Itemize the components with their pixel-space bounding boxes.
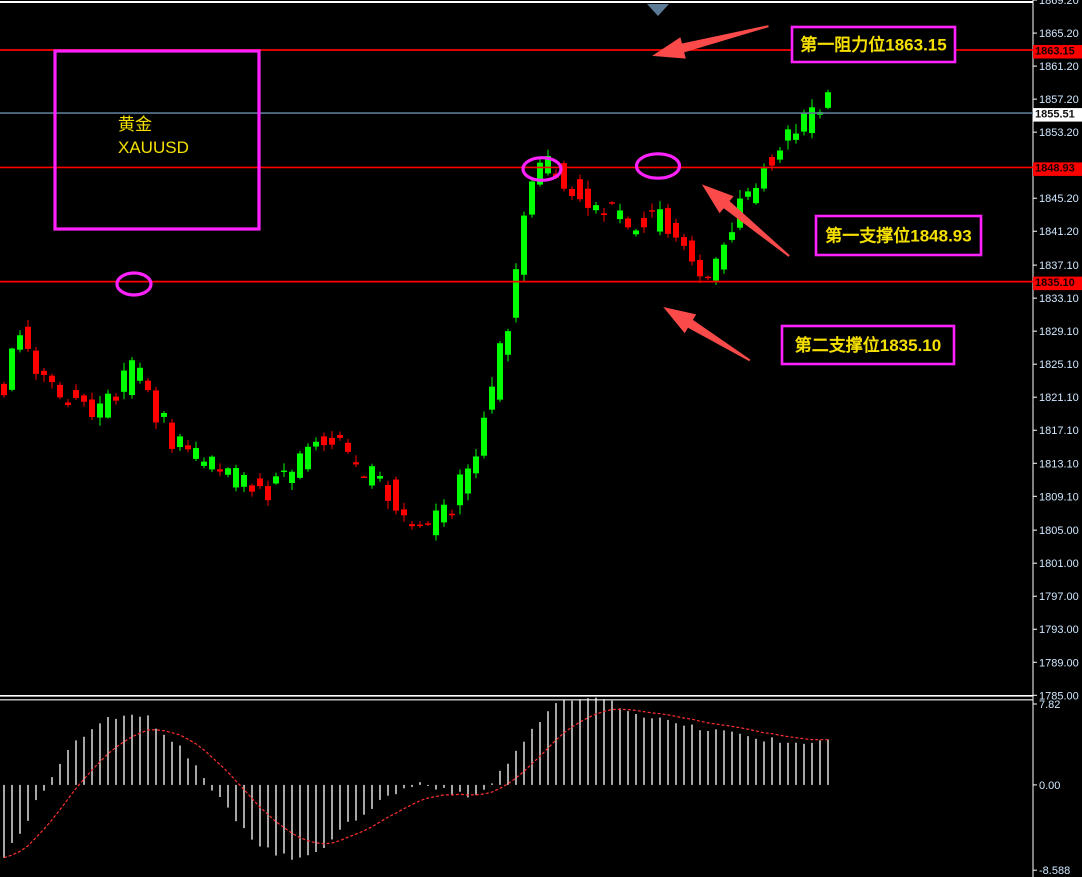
svg-text:1869.20: 1869.20 [1039, 0, 1079, 7]
svg-text:1855.51: 1855.51 [1035, 108, 1075, 120]
svg-text:1853.20: 1853.20 [1039, 127, 1079, 139]
svg-text:1825.10: 1825.10 [1039, 359, 1079, 371]
svg-text:1829.10: 1829.10 [1039, 326, 1079, 338]
svg-text:0.00: 0.00 [1039, 780, 1060, 792]
svg-text:第二支撑位1835.10: 第二支撑位1835.10 [795, 335, 941, 355]
svg-text:1835.10: 1835.10 [1035, 277, 1075, 289]
svg-text:1813.10: 1813.10 [1039, 458, 1079, 470]
svg-text:1793.00: 1793.00 [1039, 624, 1079, 636]
svg-text:1861.20: 1861.20 [1039, 61, 1079, 73]
svg-text:XAUUSD: XAUUSD [118, 138, 189, 157]
svg-text:1837.10: 1837.10 [1039, 260, 1079, 272]
svg-text:1833.10: 1833.10 [1039, 293, 1079, 305]
svg-text:1797.00: 1797.00 [1039, 591, 1079, 603]
svg-text:黄金: 黄金 [118, 115, 152, 134]
svg-text:第一阻力位1863.15: 第一阻力位1863.15 [800, 35, 946, 55]
svg-text:1789.00: 1789.00 [1039, 657, 1079, 669]
svg-text:1801.00: 1801.00 [1039, 558, 1079, 570]
svg-text:1817.10: 1817.10 [1039, 425, 1079, 437]
svg-text:-8.588: -8.588 [1039, 865, 1070, 877]
svg-text:1845.20: 1845.20 [1039, 193, 1079, 205]
svg-text:1863.15: 1863.15 [1035, 45, 1075, 57]
svg-text:1857.20: 1857.20 [1039, 94, 1079, 106]
svg-text:1805.00: 1805.00 [1039, 525, 1079, 537]
svg-text:1809.10: 1809.10 [1039, 491, 1079, 503]
svg-text:7.82: 7.82 [1039, 699, 1060, 711]
svg-text:第一支撑位1848.93: 第一支撑位1848.93 [825, 226, 971, 246]
svg-text:1865.20: 1865.20 [1039, 28, 1079, 40]
svg-text:1841.20: 1841.20 [1039, 226, 1079, 238]
svg-text:1848.93: 1848.93 [1035, 163, 1075, 175]
svg-text:1821.10: 1821.10 [1039, 392, 1079, 404]
